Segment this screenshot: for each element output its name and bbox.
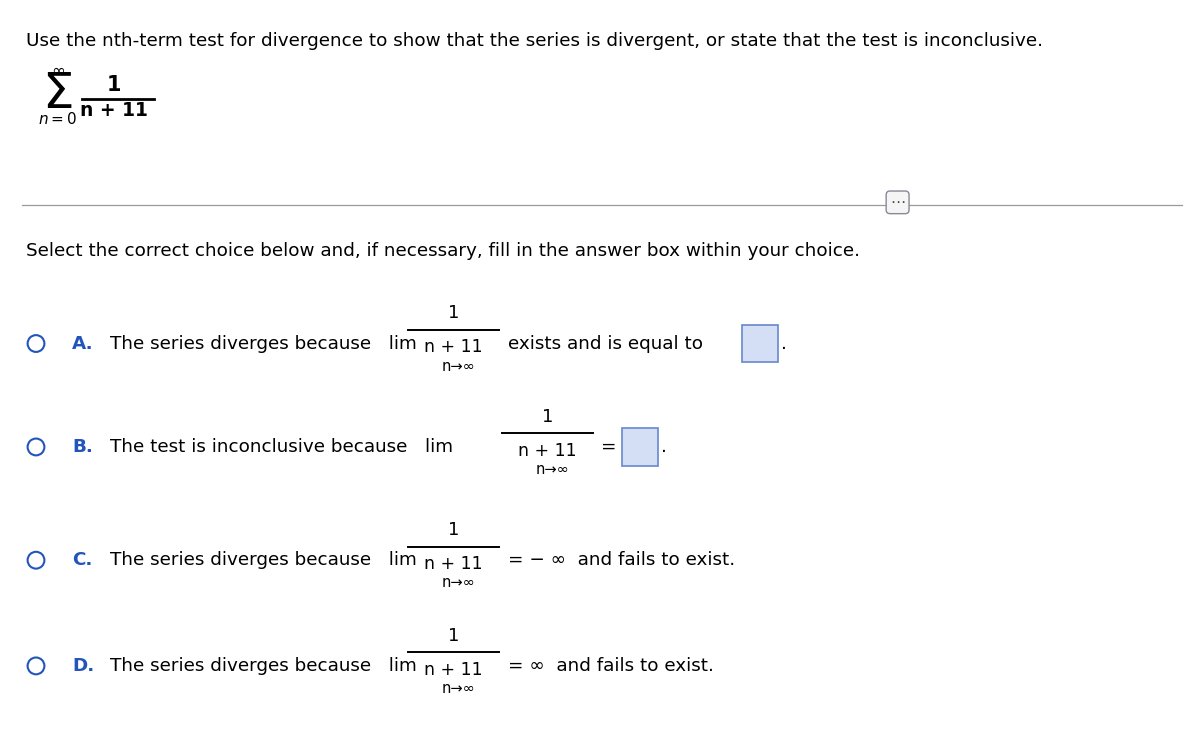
Text: n + 11: n + 11 (425, 555, 482, 573)
Text: The series diverges because   lim: The series diverges because lim (110, 551, 418, 569)
Text: Select the correct choice below and, if necessary, fill in the answer box within: Select the correct choice below and, if … (26, 242, 860, 260)
Text: The test is inconclusive because   lim: The test is inconclusive because lim (110, 438, 454, 456)
Text: n + 11: n + 11 (518, 442, 576, 460)
Text: = ∞  and fails to exist.: = ∞ and fails to exist. (508, 657, 714, 675)
Text: n→∞: n→∞ (442, 681, 475, 696)
Text: 1: 1 (448, 304, 460, 322)
Text: 1: 1 (448, 627, 460, 645)
Text: n + 11: n + 11 (425, 661, 482, 679)
Text: D.: D. (72, 657, 95, 675)
Text: n + 11: n + 11 (425, 338, 482, 356)
Text: $\Sigma$: $\Sigma$ (42, 70, 73, 119)
Text: Use the nth-term test for divergence to show that the series is divergent, or st: Use the nth-term test for divergence to … (26, 32, 1044, 50)
Text: The series diverges because   lim: The series diverges because lim (110, 657, 418, 675)
Text: $\infty$: $\infty$ (50, 60, 65, 79)
Text: 1: 1 (448, 521, 460, 539)
Text: .: . (781, 334, 787, 353)
Text: B.: B. (72, 438, 92, 456)
Text: 1: 1 (107, 76, 121, 95)
Text: C.: C. (72, 551, 92, 569)
Text: A.: A. (72, 334, 94, 353)
Text: $n = 0$: $n = 0$ (38, 110, 77, 127)
Text: The series diverges because   lim: The series diverges because lim (110, 334, 418, 353)
Text: n→∞: n→∞ (535, 462, 569, 477)
Text: 1: 1 (541, 408, 553, 426)
Text: =: = (601, 438, 617, 456)
Text: ⋯: ⋯ (890, 195, 905, 210)
Text: = − ∞  and fails to exist.: = − ∞ and fails to exist. (508, 551, 734, 569)
Text: exists and is equal to: exists and is equal to (508, 334, 702, 353)
Text: n→∞: n→∞ (442, 359, 475, 374)
Text: n + 11: n + 11 (80, 101, 148, 121)
Text: n→∞: n→∞ (442, 575, 475, 590)
Text: .: . (661, 438, 667, 456)
